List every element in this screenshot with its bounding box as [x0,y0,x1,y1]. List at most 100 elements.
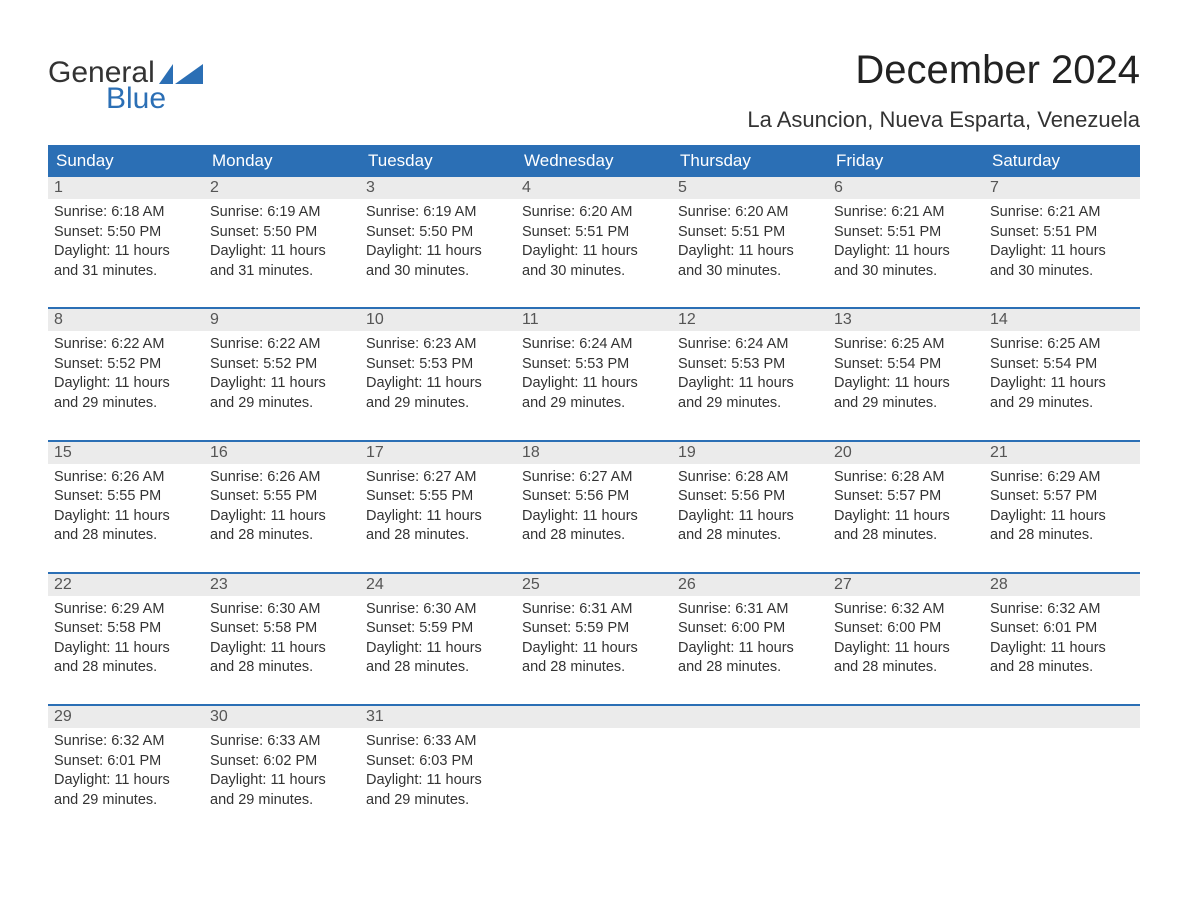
sunset-text: Sunset: 5:59 PM [522,619,666,639]
sunset-text: Sunset: 5:58 PM [210,619,354,639]
day-info: Sunrise: 6:21 AMSunset: 5:51 PMDaylight:… [990,203,1134,281]
daylight-text-1: Daylight: 11 hours [678,242,822,262]
calendar-day: 26 Sunrise: 6:31 AMSunset: 6:00 PMDayligh… [672,574,828,686]
calendar-day: 4Sunrise: 6:20 AMSunset: 5:51 PMDaylight… [516,177,672,289]
sunrise-text: Sunrise: 6:19 AM [210,203,354,223]
daylight-text-1: Daylight: 11 hours [54,242,198,262]
sunset-text: Sunset: 5:55 PM [210,487,354,507]
day-number: 30 [210,708,228,725]
day-number-row: 23 [204,574,360,596]
calendar-day: 6Sunrise: 6:21 AMSunset: 5:51 PMDaylight… [828,177,984,289]
day-number-row: 18 [516,442,672,464]
sunrise-text: Sunrise: 6:33 AM [210,732,354,752]
calendar-day: 28Sunrise: 6:32 AMSunset: 6:01 PMDayligh… [984,574,1140,686]
day-info: Sunrise: 6:24 AMSunset: 5:53 PMDaylight:… [522,335,666,413]
day-info: Sunrise: 6:22 AMSunset: 5:52 PMDaylight:… [54,335,198,413]
sunrise-text: Sunrise: 6:33 AM [366,732,510,752]
day-number: 21 [990,444,1008,461]
day-number-row: 19 [672,442,828,464]
day-number: 11 [522,311,539,328]
calendar-day: 16Sunrise: 6:26 AMSunset: 5:55 PMDayligh… [204,442,360,554]
day-info: Sunrise: 6:33 AMSunset: 6:03 PMDaylight:… [366,732,510,810]
day-number: 29 [54,708,72,725]
sunrise-text: Sunrise: 6:29 AM [54,600,198,620]
day-info: Sunrise: 6:31 AMSunset: 6:00 PMDaylight:… [678,600,822,678]
day-number: 2 [210,179,219,196]
sunrise-text: Sunrise: 6:19 AM [366,203,510,223]
sunset-text: Sunset: 5:57 PM [834,487,978,507]
daylight-text-1: Daylight: 11 hours [990,639,1134,659]
calendar-day [828,706,984,818]
day-info: Sunrise: 6:25 AMSunset: 5:54 PMDaylight:… [990,335,1134,413]
daylight-text-1: Daylight: 11 hours [54,639,198,659]
calendar-day [672,706,828,818]
sunset-text: Sunset: 6:00 PM [834,619,978,639]
daylight-text-1: Daylight: 11 hours [834,374,978,394]
title-block: December 2024 La Asuncion, Nueva Esparta… [747,48,1140,133]
sunset-text: Sunset: 5:50 PM [54,223,198,243]
calendar-day: 9 Sunrise: 6:22 AMSunset: 5:52 PMDaylight… [204,309,360,421]
calendar-day: 24Sunrise: 6:30 AMSunset: 5:59 PMDayligh… [360,574,516,686]
calendar-day: 27Sunrise: 6:32 AMSunset: 6:00 PMDayligh… [828,574,984,686]
daylight-text-1: Daylight: 11 hours [54,507,198,527]
sunrise-text: Sunrise: 6:31 AM [678,600,822,620]
daylight-text-2: and 28 minutes. [210,658,354,678]
day-info: Sunrise: 6:33 AMSunset: 6:02 PMDaylight:… [210,732,354,810]
sunset-text: Sunset: 5:50 PM [210,223,354,243]
day-number-row: 10 [360,309,516,331]
daylight-text-1: Daylight: 11 hours [990,374,1134,394]
daylight-text-1: Daylight: 11 hours [366,639,510,659]
day-number: 26 [678,576,696,593]
daylight-text-2: and 28 minutes. [366,526,510,546]
sunset-text: Sunset: 5:52 PM [210,355,354,375]
calendar-day: 20 Sunrise: 6:28 AMSunset: 5:57 PMDayligh… [828,442,984,554]
day-number-row: 3 [360,177,516,199]
day-number-row: 30 [204,706,360,728]
daylight-text-2: and 28 minutes. [990,658,1134,678]
day-number-row: 14 [984,309,1140,331]
daylight-text-2: and 31 minutes. [210,262,354,282]
sunrise-text: Sunrise: 6:26 AM [54,468,198,488]
sunset-text: Sunset: 5:51 PM [834,223,978,243]
day-number: 19 [678,444,696,461]
calendar-day: 22Sunrise: 6:29 AMSunset: 5:58 PMDayligh… [48,574,204,686]
day-number-row: 4 [516,177,672,199]
day-info: Sunrise: 6:22 AMSunset: 5:52 PMDaylight:… [210,335,354,413]
sunrise-text: Sunrise: 6:32 AM [54,732,198,752]
daylight-text-1: Daylight: 11 hours [366,771,510,791]
logo: General Blue [48,58,203,114]
weekday-header: Thursday [672,145,828,177]
sunset-text: Sunset: 6:00 PM [678,619,822,639]
calendar-day: 5 Sunrise: 6:20 AMSunset: 5:51 PMDaylight… [672,177,828,289]
day-number-row: 16 [204,442,360,464]
calendar-week: 1Sunrise: 6:18 AMSunset: 5:50 PMDaylight… [48,177,1140,289]
day-info: Sunrise: 6:20 AMSunset: 5:51 PMDaylight:… [678,203,822,281]
day-info: Sunrise: 6:19 AMSunset: 5:50 PMDaylight:… [366,203,510,281]
sunrise-text: Sunrise: 6:28 AM [678,468,822,488]
day-number: 20 [834,444,852,461]
weekday-header: Saturday [984,145,1140,177]
day-info: Sunrise: 6:28 AMSunset: 5:57 PMDaylight:… [834,468,978,546]
day-number: 5 [678,179,687,196]
day-info: Sunrise: 6:29 AMSunset: 5:57 PMDaylight:… [990,468,1134,546]
day-number-row: 9 [204,309,360,331]
sunrise-text: Sunrise: 6:21 AM [834,203,978,223]
calendar-day: 1Sunrise: 6:18 AMSunset: 5:50 PMDaylight… [48,177,204,289]
day-number-row: 20 [828,442,984,464]
calendar-day: 29Sunrise: 6:32 AMSunset: 6:01 PMDayligh… [48,706,204,818]
sunrise-text: Sunrise: 6:27 AM [366,468,510,488]
sunset-text: Sunset: 5:51 PM [522,223,666,243]
calendar-day: 13Sunrise: 6:25 AMSunset: 5:54 PMDayligh… [828,309,984,421]
sunset-text: Sunset: 5:59 PM [366,619,510,639]
day-number-row: 31 [360,706,516,728]
daylight-text-1: Daylight: 11 hours [210,507,354,527]
day-info: Sunrise: 6:30 AMSunset: 5:59 PMDaylight:… [366,600,510,678]
daylight-text-2: and 29 minutes. [210,394,354,414]
sunset-text: Sunset: 5:50 PM [366,223,510,243]
calendar-day: 15Sunrise: 6:26 AMSunset: 5:55 PMDayligh… [48,442,204,554]
daylight-text-1: Daylight: 11 hours [210,771,354,791]
day-number: 13 [834,311,852,328]
calendar-day: 7Sunrise: 6:21 AMSunset: 5:51 PMDaylight… [984,177,1140,289]
sunrise-text: Sunrise: 6:24 AM [678,335,822,355]
daylight-text-2: and 29 minutes. [990,394,1134,414]
